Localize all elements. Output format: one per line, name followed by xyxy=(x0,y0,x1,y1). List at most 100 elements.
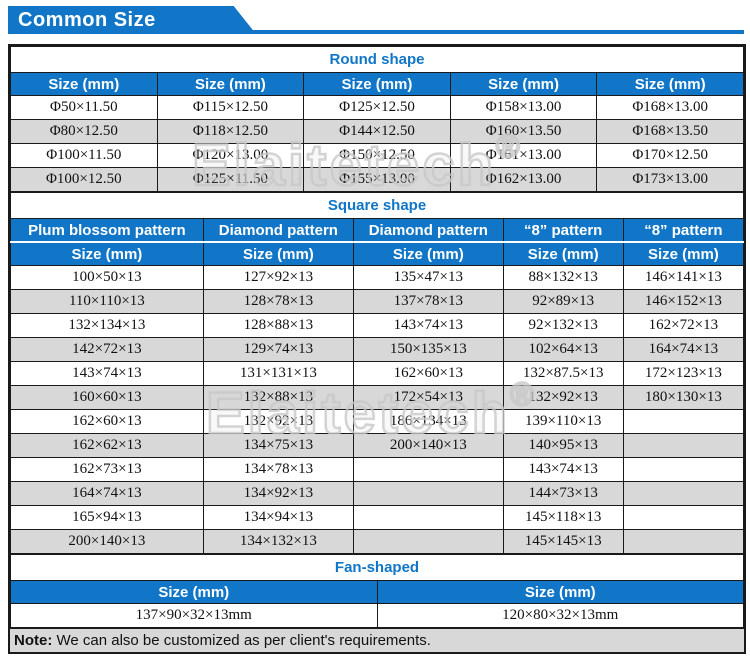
square-size-cell: 128×88×13 xyxy=(202,313,355,338)
square-size-cell: 145×145×13 xyxy=(502,529,624,554)
square-size-cell: 146×141×13 xyxy=(622,265,745,290)
round-column-header: Size (mm) xyxy=(303,72,451,96)
square-size-cell xyxy=(622,433,745,458)
square-size-cell: 92×89×13 xyxy=(502,289,624,314)
square-size-cell xyxy=(353,529,504,554)
square-size-cell: 164×74×13 xyxy=(10,481,204,506)
square-size-cell: 134×132×13 xyxy=(202,529,355,554)
square-size-cell: 134×75×13 xyxy=(202,433,355,458)
round-size-cell: Φ168×13.50 xyxy=(596,119,744,144)
round-shape-title-row: Round shape xyxy=(10,46,744,73)
table-row: 132×134×13 128×88×13 143×74×13 92×132×13 162… xyxy=(10,313,745,338)
square-pattern-row: Plum blossom pattern Diamond pattern Diamo… xyxy=(10,218,745,243)
square-size-cell: 92×132×13 xyxy=(502,313,624,338)
table-row: 143×74×13 131×131×13 162×60×13 132×87.5×13 1… xyxy=(10,361,745,386)
square-shape-table: Square shape Plum blossom pattern Diamond… xyxy=(10,192,745,554)
table-row: 164×74×13 134×92×13 144×73×13 xyxy=(10,481,745,506)
square-shape-title-row: Square shape xyxy=(10,192,744,219)
square-size-cell: 143×74×13 xyxy=(353,313,504,338)
square-column-header: Size (mm) xyxy=(353,241,504,266)
square-size-cell: 139×110×13 xyxy=(502,409,624,434)
square-size-cell: 162×62×13 xyxy=(10,433,204,458)
banner-ribbon: Common Size xyxy=(8,6,256,34)
square-size-cell: 134×78×13 xyxy=(202,457,355,482)
square-size-cell xyxy=(622,505,745,530)
square-size-cell: 172×123×13 xyxy=(622,361,745,386)
table-row: 162×73×13 134×78×13 143×74×13 xyxy=(10,457,745,482)
square-size-cell: 128×78×13 xyxy=(202,289,355,314)
square-column-header: Size (mm) xyxy=(10,241,204,266)
square-column-header: Size (mm) xyxy=(622,241,745,266)
square-size-cell: 165×94×13 xyxy=(10,505,204,530)
round-column-header: Size (mm) xyxy=(156,72,305,96)
fan-shaped-title-row: Fan-shaped xyxy=(10,554,744,581)
square-size-cell: 132×87.5×13 xyxy=(502,361,624,386)
square-size-cell xyxy=(622,409,745,434)
square-size-cell: 132×92×13 xyxy=(502,385,624,410)
square-size-cell xyxy=(353,505,504,530)
round-size-cell: Φ50×11.50 xyxy=(10,95,158,120)
table-row: 165×94×13 134×94×13 145×118×13 xyxy=(10,505,745,530)
square-size-cell: 142×72×13 xyxy=(10,337,204,362)
round-size-cell: Φ125×11.50 xyxy=(156,167,305,192)
round-size-cell: Φ100×12.50 xyxy=(10,167,158,192)
square-size-cell: 160×60×13 xyxy=(10,385,204,410)
fan-column-header: Size (mm) xyxy=(10,580,378,604)
square-size-cell: 88×132×13 xyxy=(502,265,624,290)
size-spec-sheet: Round shape Size (mm) Size (mm) Size (mm) S… xyxy=(8,44,746,654)
square-size-cell: 110×110×13 xyxy=(10,289,204,314)
square-size-cell: 146×152×13 xyxy=(622,289,745,314)
table-row: 110×110×13 128×78×13 137×78×13 92×89×13 146×… xyxy=(10,289,745,314)
square-pattern-header: Diamond pattern xyxy=(202,218,355,243)
round-size-cell: Φ118×12.50 xyxy=(156,119,305,144)
square-size-cell xyxy=(622,529,745,554)
square-size-cell: 100×50×13 xyxy=(10,265,204,290)
square-size-cell: 172×54×13 xyxy=(353,385,504,410)
square-size-cell: 145×118×13 xyxy=(502,505,624,530)
note-label: Note: xyxy=(14,632,53,649)
square-size-cell: 143×74×13 xyxy=(502,457,624,482)
fan-shaped-title: Fan-shaped xyxy=(10,554,744,581)
square-size-cell xyxy=(622,481,745,506)
round-size-cell: Φ100×11.50 xyxy=(10,143,158,168)
round-size-cell: Φ160×13.50 xyxy=(449,119,598,144)
square-size-cell: 135×47×13 xyxy=(353,265,504,290)
square-size-cell: 150×135×13 xyxy=(353,337,504,362)
square-size-cell: 186×134×13 xyxy=(353,409,504,434)
note-text: We can also be customized as per client'… xyxy=(52,632,431,649)
note: Note: We can also be customized as per c… xyxy=(10,628,744,652)
fan-size-cell: 120×80×32×13mm xyxy=(376,603,744,628)
table-row: Φ100×12.50 Φ125×11.50 Φ155×13.00 Φ162×13.00… xyxy=(10,167,744,192)
table-row: 142×72×13 129×74×13 150×135×13 102×64×13 164… xyxy=(10,337,745,362)
square-size-cell xyxy=(622,457,745,482)
table-row: 137×90×32×13mm 120×80×32×13mm xyxy=(10,603,744,628)
round-column-header: Size (mm) xyxy=(10,72,158,96)
square-pattern-header: Plum blossom pattern xyxy=(10,218,204,243)
page-title: Common Size xyxy=(18,9,156,31)
round-size-cell: Φ162×13.00 xyxy=(449,167,598,192)
round-size-cell: Φ173×13.00 xyxy=(596,167,744,192)
round-column-header: Size (mm) xyxy=(449,72,598,96)
square-size-cell xyxy=(353,457,504,482)
fan-header-row: Size (mm) Size (mm) xyxy=(10,580,744,604)
square-size-cell: 127×92×13 xyxy=(202,265,355,290)
square-size-cell: 132×92×13 xyxy=(202,409,355,434)
round-size-cell: Φ120×13.00 xyxy=(156,143,305,168)
table-row: Φ100×11.50 Φ120×13.00 Φ150×12.50 Φ161×13.00… xyxy=(10,143,744,168)
fan-column-header: Size (mm) xyxy=(376,580,744,604)
square-header-row: Size (mm) Size (mm) Size (mm) Size (mm) Size… xyxy=(10,241,745,266)
square-size-cell: 162×73×13 xyxy=(10,457,204,482)
square-size-cell: 140×95×13 xyxy=(502,433,624,458)
round-size-cell: Φ144×12.50 xyxy=(303,119,451,144)
round-size-cell: Φ155×13.00 xyxy=(303,167,451,192)
square-pattern-header: “8” pattern xyxy=(502,218,624,243)
square-size-cell: 134×94×13 xyxy=(202,505,355,530)
fan-size-cell: 137×90×32×13mm xyxy=(10,603,378,628)
table-row: Φ80×12.50 Φ118×12.50 Φ144×12.50 Φ160×13.50 Φ… xyxy=(10,119,744,144)
round-size-cell: Φ168×13.00 xyxy=(596,95,744,120)
square-column-header: Size (mm) xyxy=(502,241,624,266)
square-size-cell: 164×74×13 xyxy=(622,337,745,362)
round-size-cell: Φ80×12.50 xyxy=(10,119,158,144)
round-shape-table: Round shape Size (mm) Size (mm) Size (mm) S… xyxy=(10,46,744,192)
square-shape-title: Square shape xyxy=(10,192,744,219)
